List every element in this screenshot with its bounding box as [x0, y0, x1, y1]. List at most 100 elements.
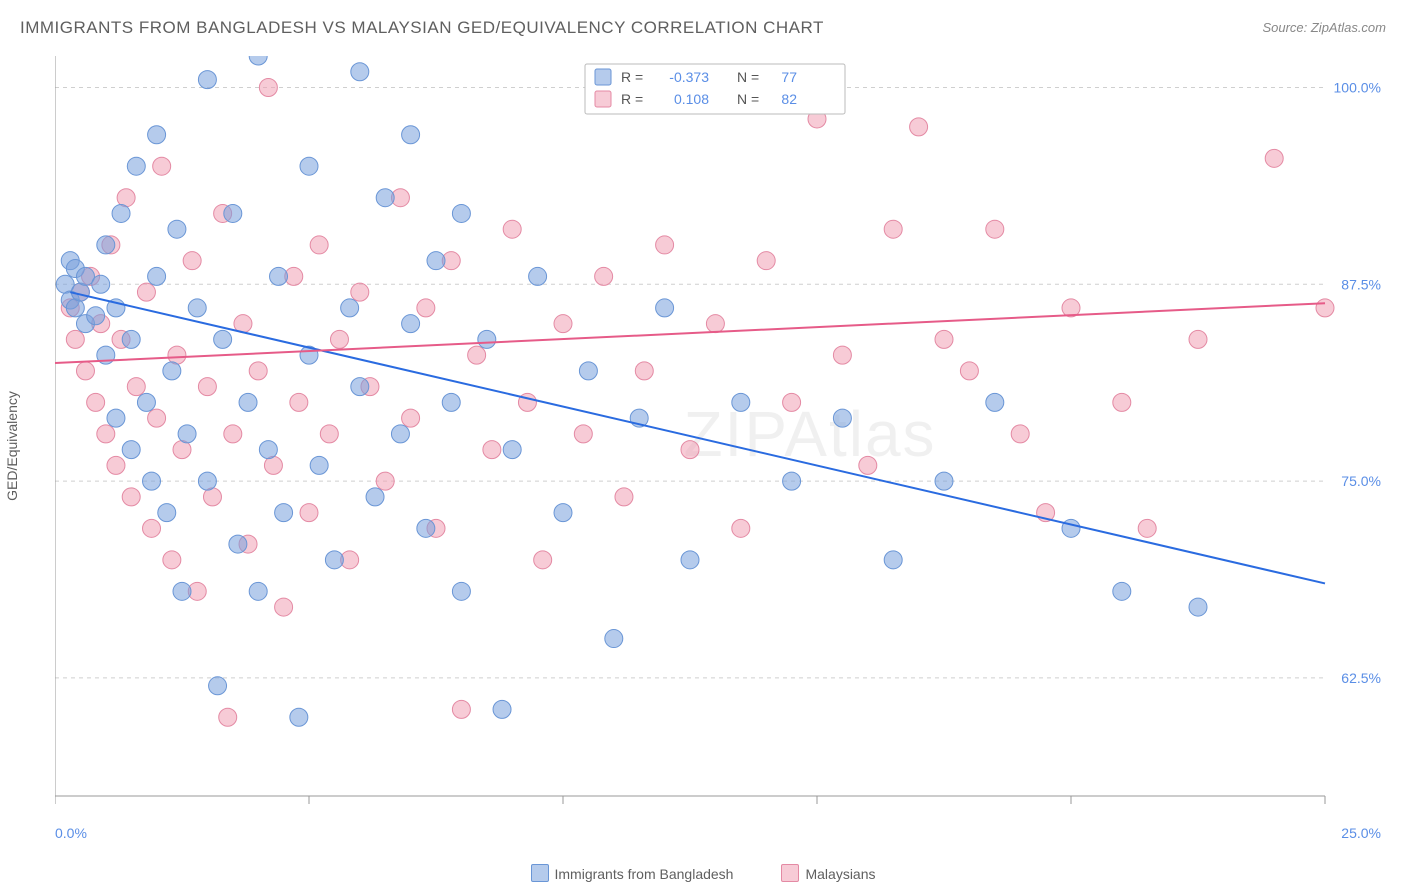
data-point	[402, 126, 420, 144]
data-point	[209, 677, 227, 695]
data-point	[1265, 149, 1283, 167]
data-point	[290, 708, 308, 726]
legend-n-label: N =	[737, 69, 759, 85]
data-point	[300, 157, 318, 175]
legend-swatch	[595, 91, 611, 107]
data-point	[376, 472, 394, 490]
data-point	[935, 330, 953, 348]
data-point	[1011, 425, 1029, 443]
data-point	[148, 126, 166, 144]
data-point	[148, 267, 166, 285]
data-point	[554, 315, 572, 333]
data-point	[66, 330, 84, 348]
chart-header: IMMIGRANTS FROM BANGLADESH VS MALAYSIAN …	[20, 18, 1386, 48]
data-point	[290, 393, 308, 411]
data-point	[595, 267, 613, 285]
data-point	[935, 472, 953, 490]
data-point	[224, 425, 242, 443]
data-point	[656, 299, 674, 317]
data-point	[87, 307, 105, 325]
data-point	[178, 425, 196, 443]
x-tick-label: 25.0%	[1341, 825, 1381, 841]
data-point	[92, 275, 110, 293]
data-point	[574, 425, 592, 443]
legend-swatch	[595, 69, 611, 85]
data-point	[884, 220, 902, 238]
data-point	[351, 63, 369, 81]
data-point	[320, 425, 338, 443]
data-point	[859, 456, 877, 474]
data-point	[163, 362, 181, 380]
data-point	[203, 488, 221, 506]
legend-swatch	[781, 864, 799, 882]
data-point	[960, 362, 978, 380]
data-point	[127, 378, 145, 396]
data-point	[402, 315, 420, 333]
data-point	[468, 346, 486, 364]
data-point	[732, 393, 750, 411]
data-point	[1316, 299, 1334, 317]
data-point	[783, 393, 801, 411]
source-prefix: Source:	[1262, 20, 1310, 35]
data-point	[615, 488, 633, 506]
data-point	[706, 315, 724, 333]
regression-line	[70, 292, 1325, 583]
y-tick-label: 62.5%	[1341, 670, 1381, 686]
data-point	[224, 204, 242, 222]
data-point	[239, 393, 257, 411]
data-point	[503, 220, 521, 238]
data-point	[986, 393, 1004, 411]
data-point	[122, 330, 140, 348]
data-point	[249, 56, 267, 65]
data-point	[391, 425, 409, 443]
data-point	[229, 535, 247, 553]
data-point	[452, 700, 470, 718]
chart-title: IMMIGRANTS FROM BANGLADESH VS MALAYSIAN …	[20, 18, 824, 37]
data-point	[351, 378, 369, 396]
data-point	[452, 204, 470, 222]
data-point	[168, 346, 186, 364]
data-point	[275, 504, 293, 522]
data-point	[605, 630, 623, 648]
legend-item: Immigrants from Bangladesh	[531, 866, 734, 882]
data-point	[376, 189, 394, 207]
legend-r-value: -0.373	[669, 69, 709, 85]
data-point	[986, 220, 1004, 238]
source-attribution: Source: ZipAtlas.com	[1262, 20, 1386, 35]
data-point	[87, 393, 105, 411]
data-point	[529, 267, 547, 285]
data-point	[310, 236, 328, 254]
data-point	[1138, 519, 1156, 537]
data-point	[310, 456, 328, 474]
y-tick-label: 100.0%	[1334, 79, 1381, 95]
data-point	[158, 504, 176, 522]
data-point	[270, 267, 288, 285]
data-point	[402, 409, 420, 427]
data-point	[112, 204, 130, 222]
legend-n-value: 77	[781, 69, 797, 85]
data-point	[168, 220, 186, 238]
data-point	[127, 157, 145, 175]
data-point	[910, 118, 928, 136]
data-point	[97, 236, 115, 254]
legend-r-label: R =	[621, 69, 643, 85]
data-point	[366, 488, 384, 506]
legend-r-label: R =	[621, 91, 643, 107]
data-point	[107, 456, 125, 474]
data-point	[183, 252, 201, 270]
legend-item: Malaysians	[781, 866, 875, 882]
data-point	[732, 519, 750, 537]
data-point	[503, 441, 521, 459]
legend-n-label: N =	[737, 91, 759, 107]
data-point	[1113, 582, 1131, 600]
data-point	[214, 330, 232, 348]
data-point	[97, 425, 115, 443]
data-point	[452, 582, 470, 600]
data-point	[163, 551, 181, 569]
data-point	[198, 71, 216, 89]
source-name: ZipAtlas.com	[1311, 20, 1386, 35]
data-point	[143, 472, 161, 490]
data-point	[137, 393, 155, 411]
data-point	[76, 362, 94, 380]
data-point	[122, 488, 140, 506]
